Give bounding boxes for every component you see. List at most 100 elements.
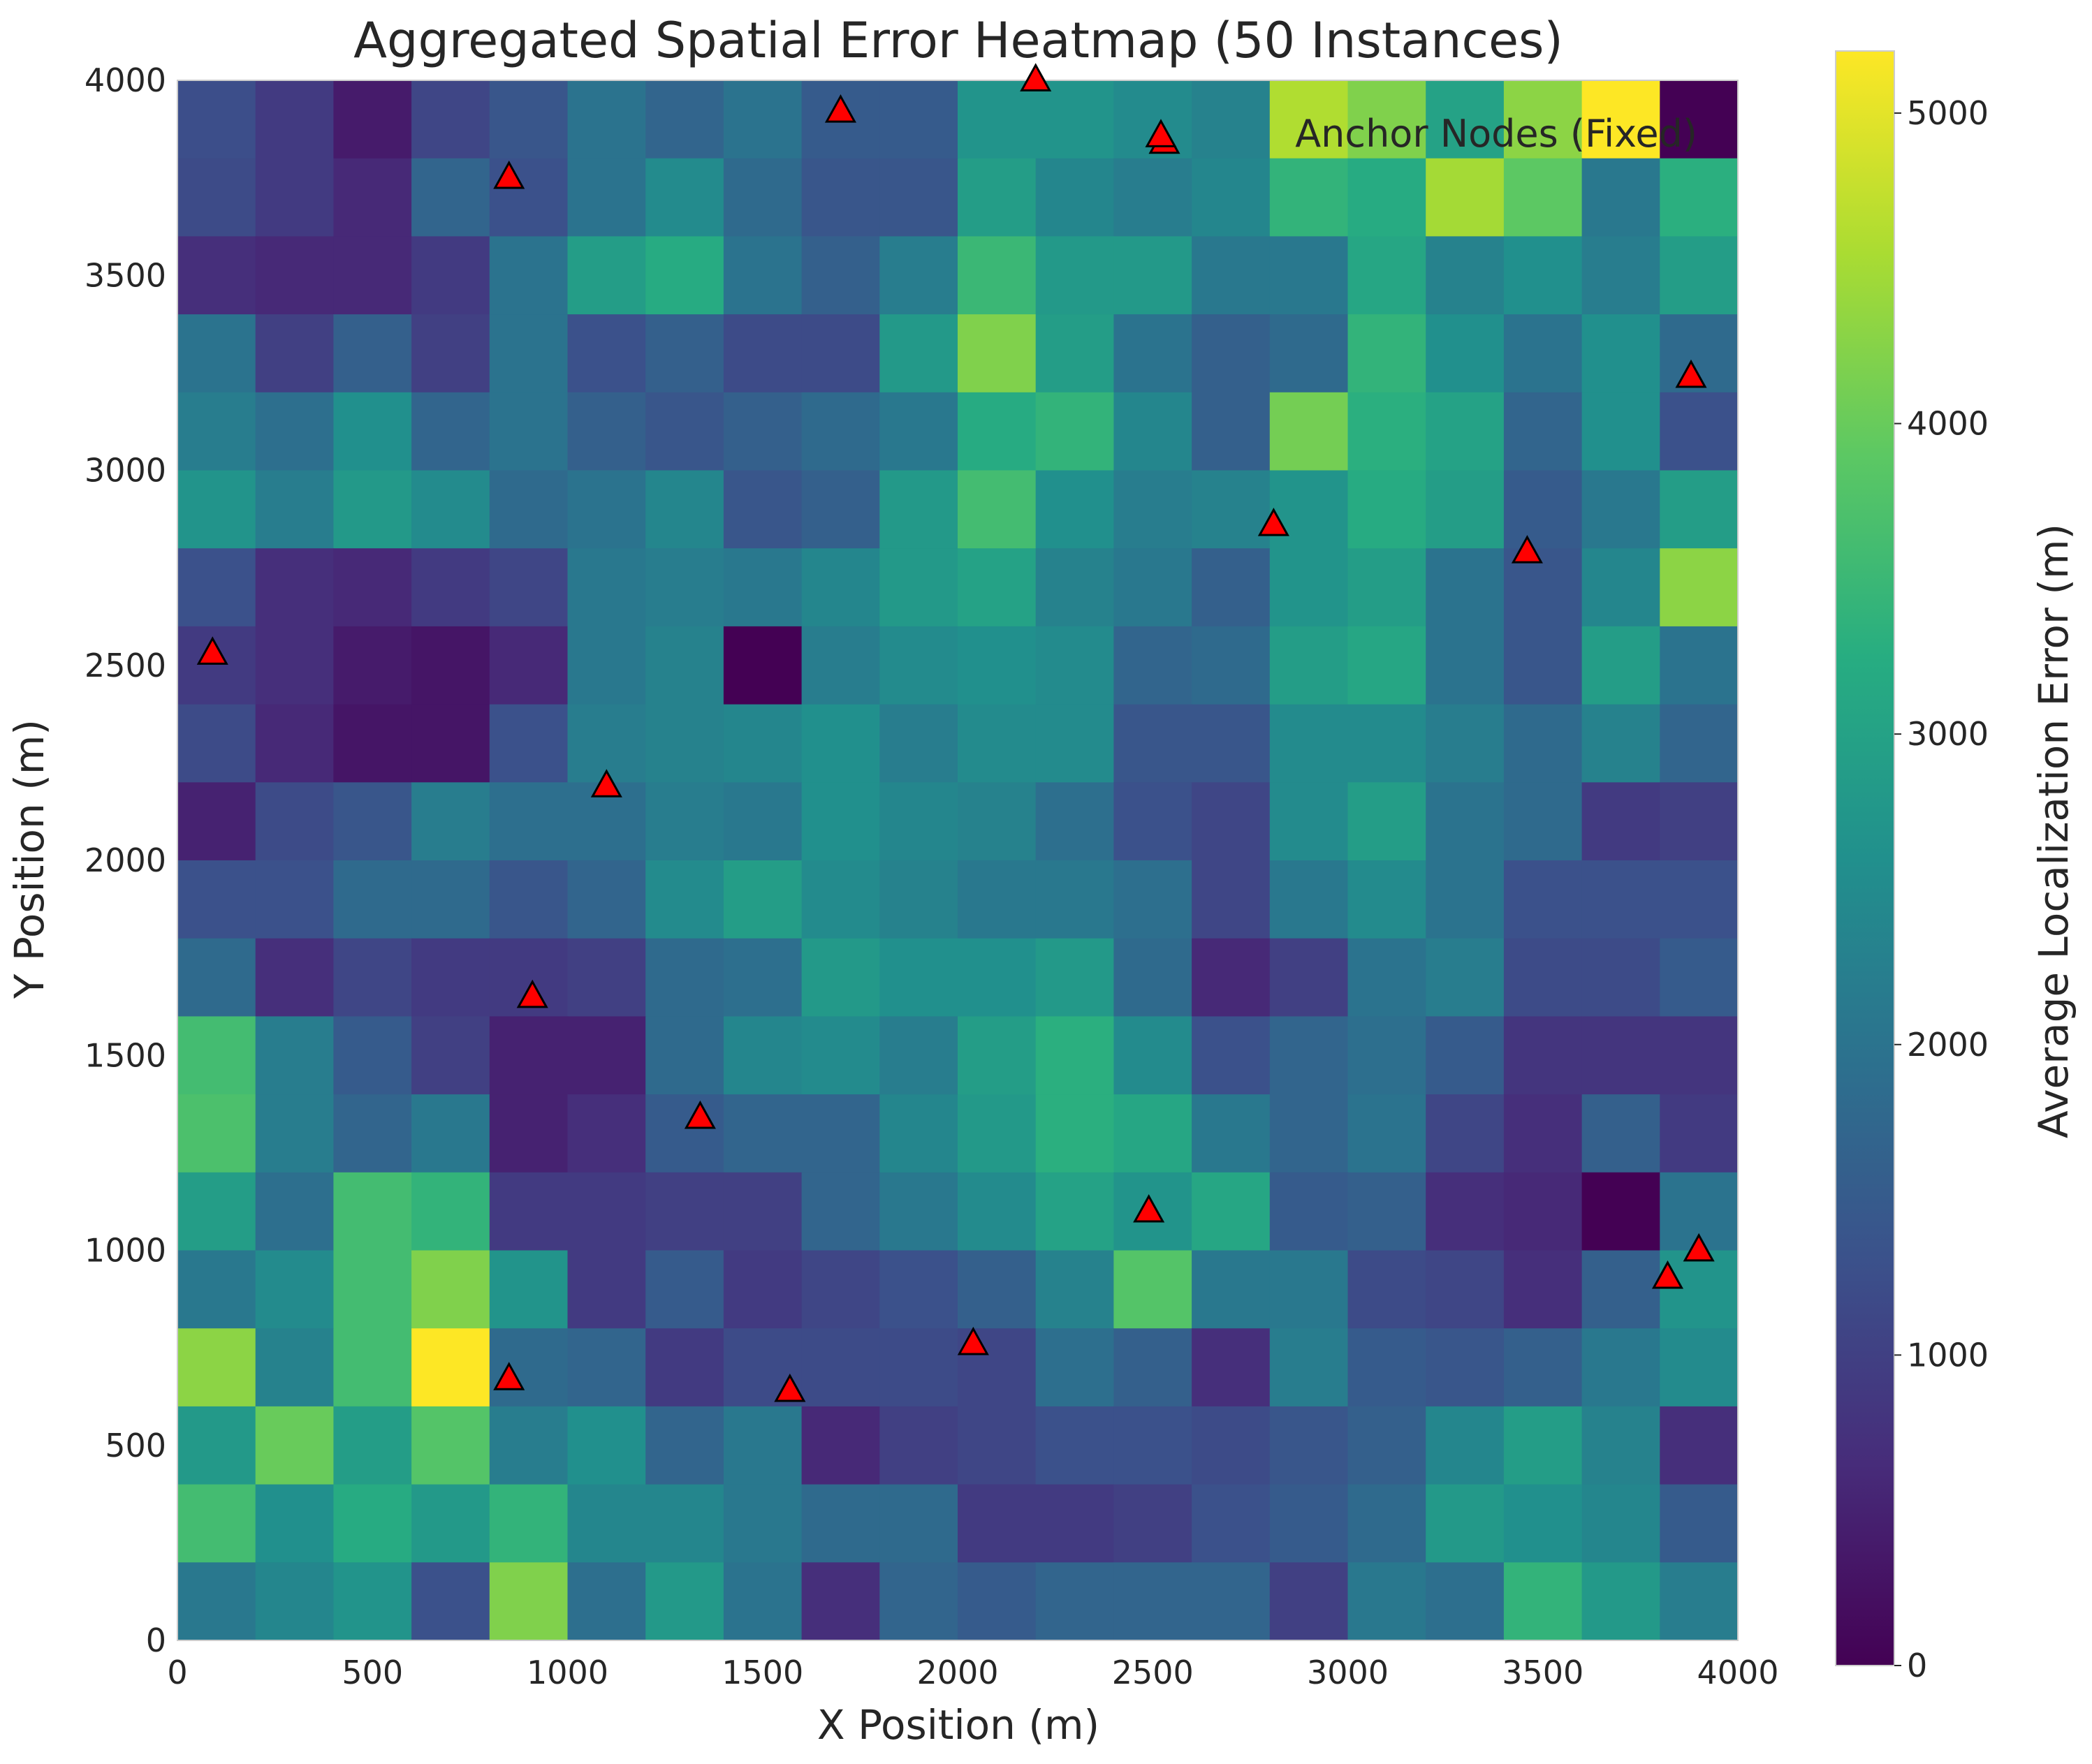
heatmap-cell: [333, 158, 412, 237]
colorbar-tick-label: 1000: [1907, 1336, 1989, 1374]
heatmap-cell: [958, 1484, 1037, 1563]
heatmap-cell: [567, 236, 646, 315]
heatmap-cell: [1426, 392, 1505, 471]
heatmap-cell: [1426, 1016, 1505, 1095]
heatmap-cell: [1192, 1172, 1271, 1251]
heatmap-cell: [489, 1172, 569, 1251]
heatmap-cell: [1269, 158, 1349, 237]
heatmap-cell: [958, 1016, 1037, 1095]
heatmap-cell: [879, 782, 958, 861]
heatmap-cell: [567, 548, 646, 627]
heatmap-cell: [489, 1328, 569, 1407]
heatmap-cell: [879, 158, 958, 237]
heatmap-cell: [333, 626, 412, 705]
heatmap-cell: [411, 1250, 490, 1329]
heatmap-cell: [1192, 470, 1271, 549]
heatmap-cell: [177, 860, 256, 939]
heatmap-cell: [1503, 1328, 1583, 1407]
heatmap-cell: [1660, 392, 1739, 471]
heatmap-cell: [1581, 704, 1660, 783]
anchor-node-marker: [774, 1373, 806, 1402]
heatmap-cell: [255, 1016, 334, 1095]
heatmap-cell: [1503, 1094, 1583, 1173]
heatmap-cell: [1035, 1562, 1114, 1641]
heatmap-cell: [958, 392, 1037, 471]
heatmap-cell: [1660, 1094, 1739, 1173]
heatmap-cell: [1347, 704, 1426, 783]
heatmap-cell: [1192, 1094, 1271, 1173]
heatmap-cell: [1192, 158, 1271, 237]
heatmap-cell: [801, 1484, 880, 1563]
heatmap-cell: [1192, 782, 1271, 861]
heatmap-cell: [1660, 158, 1739, 237]
heatmap-cell: [645, 1172, 724, 1251]
heatmap-cell: [879, 1250, 958, 1329]
heatmap-cell: [1660, 1328, 1739, 1407]
heatmap-cell: [1113, 704, 1192, 783]
heatmap-cell: [255, 860, 334, 939]
heatmap-cell: [1581, 1328, 1660, 1407]
heatmap-cell: [645, 938, 724, 1017]
x-tick-label: 2000: [916, 1654, 998, 1691]
x-axis-label: X Position (m): [817, 1701, 1099, 1749]
heatmap-cell: [1269, 938, 1349, 1017]
heatmap-cell: [1347, 392, 1426, 471]
heatmap-cell: [333, 470, 412, 549]
heatmap-cell: [879, 938, 958, 1017]
heatmap-cell: [177, 1250, 256, 1329]
anchor-node-marker: [1651, 1260, 1684, 1289]
heatmap-cell: [411, 1016, 490, 1095]
heatmap-cell: [1426, 782, 1505, 861]
heatmap-cell: [1113, 1328, 1192, 1407]
heatmap-cell: [801, 1250, 880, 1329]
colorbar-tick-label: 5000: [1907, 94, 1989, 132]
heatmap-cell: [723, 1484, 803, 1563]
heatmap-cell: [489, 1094, 569, 1173]
heatmap-cell: [567, 938, 646, 1017]
heatmap-cell: [1426, 158, 1505, 237]
heatmap-cell: [958, 80, 1037, 159]
heatmap-cell: [1503, 782, 1583, 861]
heatmap-cell: [255, 1406, 334, 1485]
heatmap-cell: [723, 392, 803, 471]
heatmap-cell: [879, 1406, 958, 1485]
x-tick-label: 3500: [1502, 1654, 1583, 1691]
heatmap-cell: [801, 626, 880, 705]
heatmap-cell: [567, 314, 646, 393]
heatmap-cell: [177, 1562, 256, 1641]
heatmap-cell: [567, 80, 646, 159]
x-axis-ticks: 0 500 1000 1500 2000 2500 3000 3500 4000: [167, 1654, 1778, 1691]
heatmap-cell: [1269, 470, 1349, 549]
heatmap-cell: [1426, 1094, 1505, 1173]
heatmap-cell: [958, 1094, 1037, 1173]
heatmap-cell: [1503, 80, 1583, 159]
heatmap-cell: [411, 1406, 490, 1485]
heatmap-cell: [1269, 782, 1349, 861]
heatmap-cell: [411, 626, 490, 705]
chart-title: Aggregated Spatial Error Heatmap (50 Ins…: [353, 12, 1563, 69]
heatmap-cell: [1192, 314, 1271, 393]
y-tick-label: 3500: [85, 256, 166, 294]
heatmap-cell: [1192, 860, 1271, 939]
x-tick-label: 2500: [1112, 1654, 1194, 1691]
heatmap-cell: [723, 626, 803, 705]
heatmap-cell: [255, 704, 334, 783]
heatmap-cell: [801, 938, 880, 1017]
anchor-node-marker: [1133, 1193, 1165, 1223]
heatmap-cell: [801, 470, 880, 549]
heatmap-cell: [1581, 1562, 1660, 1641]
heatmap-cell: [1269, 1016, 1349, 1095]
heatmap-cell: [1113, 548, 1192, 627]
heatmap-cell: [255, 1562, 334, 1641]
heatmap-cell: [1660, 1250, 1739, 1329]
heatmap-cell: [1113, 470, 1192, 549]
heatmap-cell: [1113, 860, 1192, 939]
heatmap-cell: [567, 1172, 646, 1251]
heatmap-cell: [333, 938, 412, 1017]
heatmap-cell: [411, 938, 490, 1017]
heatmap-cell: [1347, 236, 1426, 315]
heatmap-cell: [177, 782, 256, 861]
heatmap-cell: [1113, 392, 1192, 471]
heatmap-cell: [333, 548, 412, 627]
heatmap-cell: [333, 1094, 412, 1173]
